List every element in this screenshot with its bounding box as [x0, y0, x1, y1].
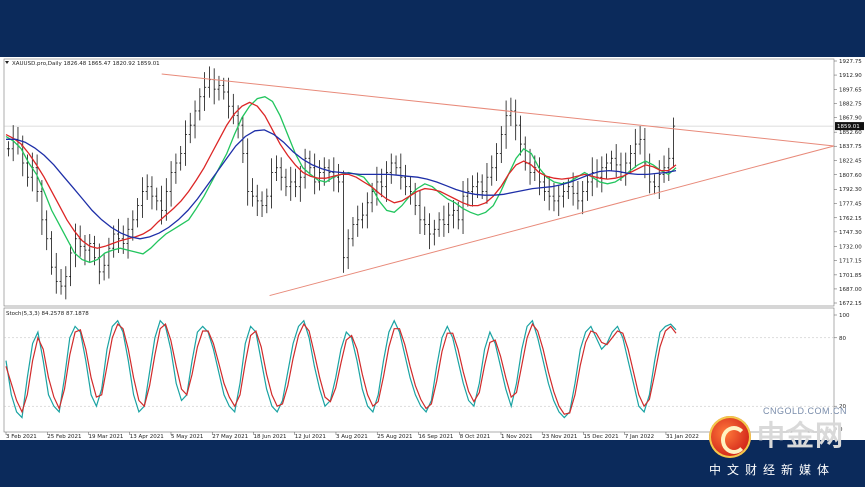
y-tick-label: 1897.65 — [839, 87, 862, 93]
x-tick-label: 12 Jul 2021 — [295, 434, 326, 440]
ma-mid-line — [5, 101, 677, 249]
stoch-y-tick-label: 0 — [839, 427, 843, 433]
x-tick-label: 1 Nov 2021 — [501, 434, 533, 440]
y-tick-label: 1672.15 — [839, 301, 862, 307]
x-tick-label: 13 Apr 2021 — [130, 434, 164, 440]
watermark-logo: CNGOLD.COM.CN 中金网 中文财经新媒体 — [705, 406, 855, 484]
x-tick-label: 3 Feb 2021 — [6, 434, 37, 440]
watermark-brand: 中金网 — [757, 419, 845, 452]
y-tick-label: 1747.30 — [839, 230, 862, 236]
x-tick-label: 8 Oct 2021 — [460, 434, 491, 440]
watermark-tagline: 中文财经新媒体 — [709, 463, 836, 477]
y-tick-label: 1717.15 — [839, 258, 862, 264]
price-chart: XAUUSD.pro,Daily 1826.48 1865.47 1820.92… — [3, 58, 864, 440]
x-tick-label: 27 May 2021 — [212, 434, 248, 440]
y-tick-label: 1777.45 — [839, 201, 862, 207]
x-tick-label: 5 May 2021 — [171, 434, 203, 440]
y-tick-label: 1837.75 — [839, 144, 862, 150]
y-tick-label: 1912.90 — [839, 73, 862, 79]
stoch-y-tick-label: 100 — [839, 313, 850, 319]
y-tick-label: 1701.85 — [839, 273, 862, 279]
chart-menu-caret-icon[interactable] — [5, 61, 9, 64]
y-tick-label: 1867.90 — [839, 116, 862, 122]
x-tick-label: 15 Dec 2021 — [583, 434, 618, 440]
watermark-site: CNGOLD.COM.CN — [763, 406, 848, 416]
stoch-signal-line — [5, 322, 677, 415]
current-price-label: 1859.01 — [837, 124, 860, 130]
x-tick-label: 31 Jan 2022 — [666, 434, 699, 440]
stoch-y-tick-label: 20 — [839, 404, 846, 410]
y-tick-label: 1762.15 — [839, 216, 862, 222]
stoch-y-tick-label: 80 — [839, 336, 846, 342]
y-tick-label: 1852.60 — [839, 130, 862, 136]
y-tick-label: 1822.45 — [839, 159, 862, 165]
x-tick-label: 16 Sep 2021 — [418, 434, 453, 440]
current-price-box — [835, 122, 864, 131]
y-tick-label: 1927.75 — [839, 59, 862, 65]
top-band — [0, 0, 865, 57]
lower-trendline — [269, 145, 835, 297]
symbol-line: XAUUSD.pro,Daily 1826.48 1865.47 1820.92… — [12, 61, 160, 67]
x-tick-label: 19 Mar 2021 — [88, 434, 123, 440]
y-tick-label: 1687.00 — [839, 287, 862, 293]
x-tick-label: 18 Jun 2021 — [253, 434, 286, 440]
axis-layer: 1927.75 1912.90 1897.65 1882.75 1867.90 1852.… — [5, 59, 864, 440]
chart-panel: XAUUSD.pro,Daily 1826.48 1865.47 1820.92… — [0, 57, 865, 440]
stoch-layer — [4, 319, 834, 419]
y-tick-label: 1807.60 — [839, 173, 862, 179]
ma-slow-line — [6, 129, 677, 240]
price-layer — [4, 66, 835, 300]
x-tick-label: 23 Nov 2021 — [542, 434, 577, 440]
stoch-main-line — [5, 319, 677, 419]
x-tick-label: 25 Aug 2021 — [377, 434, 412, 440]
x-tick-label: 25 Feb 2021 — [47, 434, 81, 440]
price-plot-frame — [3, 58, 835, 307]
y-tick-label: 1732.00 — [839, 244, 862, 250]
stoch-line: Stoch(5,3,3) 84.2578 87.1878 — [6, 311, 89, 317]
stoch-plot-frame — [3, 307, 835, 433]
cngold-logo-icon — [709, 416, 751, 458]
upper-trendline — [161, 73, 835, 147]
x-tick-label: 7 Jan 2022 — [625, 434, 654, 440]
x-tick-label: 3 Aug 2021 — [336, 434, 368, 440]
y-tick-label: 1792.30 — [839, 187, 862, 193]
y-tick-label: 1882.75 — [839, 102, 862, 108]
